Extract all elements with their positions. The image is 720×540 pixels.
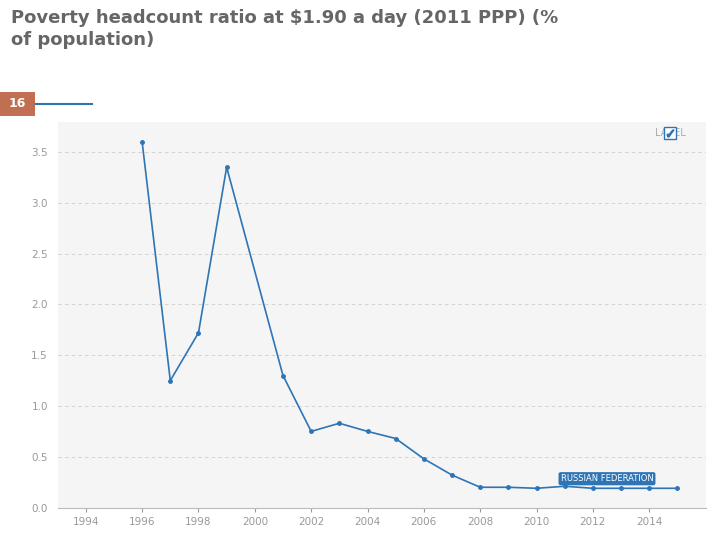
Text: RUSSIAN FEDERATION: RUSSIAN FEDERATION xyxy=(561,474,653,483)
Text: 16: 16 xyxy=(9,97,26,111)
Text: LABEL: LABEL xyxy=(655,128,686,138)
FancyBboxPatch shape xyxy=(0,92,35,116)
Text: Poverty headcount ratio at $1.90 a day (2011 PPP) (%
of population): Poverty headcount ratio at $1.90 a day (… xyxy=(11,9,558,49)
